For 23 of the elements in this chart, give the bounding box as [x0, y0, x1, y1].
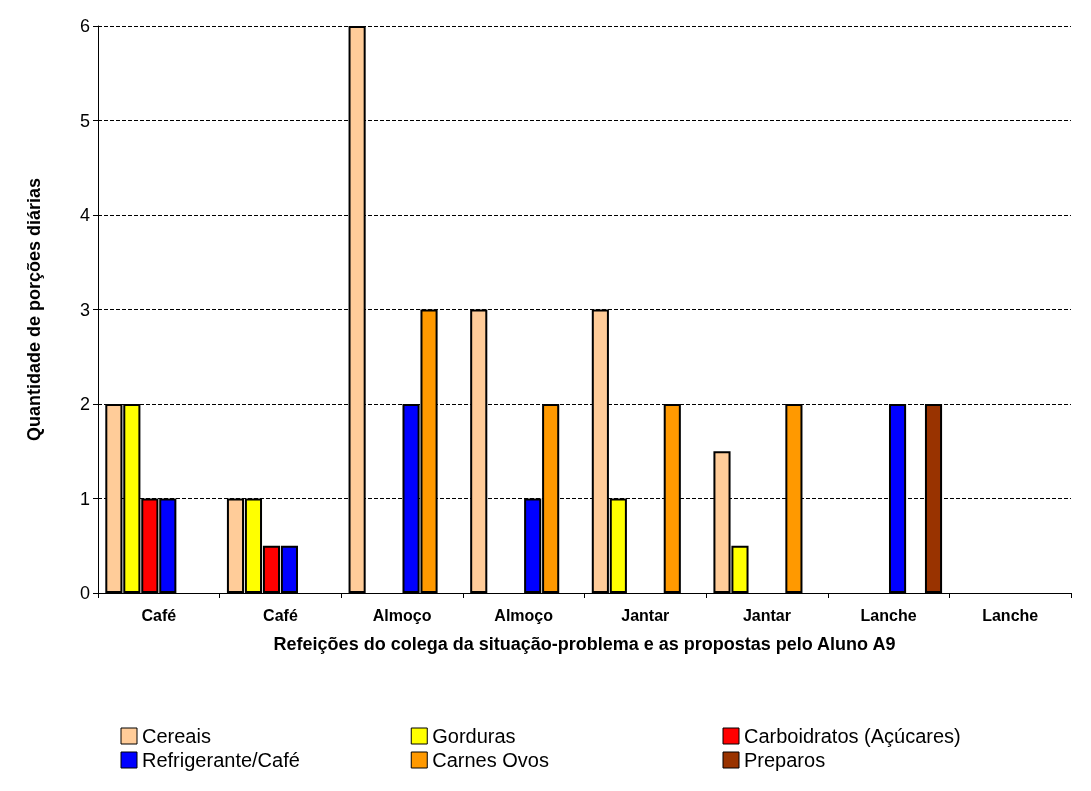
x-tick-label: Lanche: [860, 606, 917, 624]
x-tick-label: Almoço: [494, 606, 554, 624]
legend-label: Refrigerante/Café: [142, 749, 300, 771]
y-tick-label: 5: [79, 110, 90, 131]
legend-label: Gorduras: [432, 725, 516, 747]
legend-label: Carboidratos (Açúcares): [744, 725, 961, 747]
x-tick-label: Lanche: [982, 606, 1039, 624]
legend-label: Cereais: [142, 725, 211, 747]
x-axis-title: Refeições do colega da situação-problema e as propostas pelo Aluno A9: [273, 634, 896, 654]
y-axis-title: Quantidade de porções diárias: [24, 177, 44, 442]
x-tick-label: Jantar: [621, 606, 670, 624]
y-tick-label: 1: [79, 488, 90, 509]
x-tick-label: Café: [263, 606, 298, 624]
x-tick-label: Almoço: [372, 606, 432, 624]
legend-label: Preparos: [744, 749, 826, 771]
y-tick-label: 2: [79, 394, 90, 414]
y-tick-label: 0: [79, 583, 90, 603]
y-tick-label: 6: [79, 16, 90, 36]
y-tick-label: 3: [79, 299, 90, 320]
y-tick-label: 4: [79, 205, 90, 225]
x-tick-label: Jantar: [742, 606, 791, 624]
legend-label: Carnes Ovos: [432, 749, 549, 771]
x-tick-label: Café: [141, 606, 177, 624]
